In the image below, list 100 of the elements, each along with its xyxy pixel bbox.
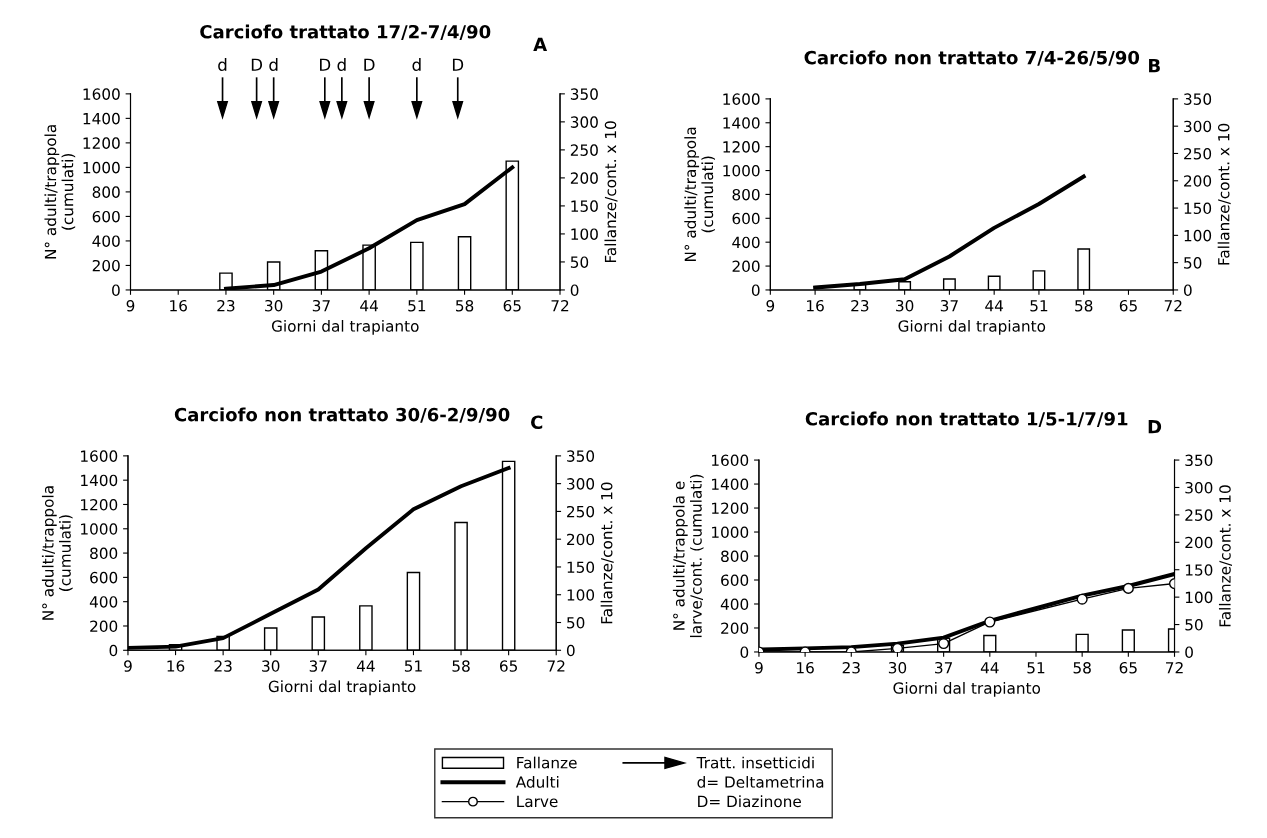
y2-tick-label: 0 [566,644,575,657]
y-tick-label: 1400 [723,117,760,129]
ref-line-label: d [412,58,421,72]
x-tick-label: 65 [499,660,518,672]
text: B [1149,59,1160,73]
y2-tick-label: 350 [1185,454,1213,467]
legend-label: Larve [517,795,558,808]
y2-axis-title: Fallanze/cont. x 10 [604,121,618,263]
y-tick-label: 0 [751,284,760,296]
x-tick-label: 65 [1119,299,1137,312]
x-axis-title: Giorni dal trapianto [893,682,1041,697]
ref-line-label: D [320,58,331,71]
y-tick-label: 1200 [81,498,118,511]
y2-tick-label: 100 [567,589,595,601]
x-tick-label: 9 [766,299,775,312]
chart-title: Carciofo non trattato 7/4-26/5/90 [804,50,1140,66]
y-tick-label: 800 [721,550,749,563]
y-axis-title: N° adulti/trappola (cumulati) [44,125,76,259]
text: D [1148,420,1162,434]
y2-tick-label: 350 [1184,93,1212,105]
y-tick-label: 0 [740,646,749,658]
x-tick-label: 16 [167,660,185,672]
y2-tick-label: 250 [567,505,595,518]
y2-tick-label: 50 [570,256,589,268]
y-tick-label: 800 [90,547,118,560]
x-tick-label: 37 [309,660,327,672]
y2-tick-label: 250 [1184,147,1212,160]
x-tick-label: 51 [1030,300,1048,312]
y-tick-label: 1600 [83,88,120,100]
x-tick-label: 58 [1073,661,1091,674]
chart-title: Carciofo non trattato 30/6-2/9/90 [174,407,510,423]
y2-axis-title: Fallanze/cont. x 10 [1217,123,1231,265]
y-tick-label: 400 [732,236,760,249]
y2-tick-label: 300 [570,116,598,128]
x-tick-label: 23 [217,299,235,312]
x-tick-label: 30 [888,661,907,674]
y-tick-label: 600 [732,212,760,225]
ref-line-label: d [269,58,278,72]
y-tick-label: 1400 [712,478,749,491]
y2-tick-label: 100 [1185,591,1213,604]
x-tick-label: 72 [1166,661,1183,674]
y-axis-title: N° adulti/trappola e larve/cont. (cumulati) [672,474,704,638]
x-tick-label: 23 [214,660,232,672]
text: C [531,415,543,430]
x-tick-label: 58 [452,660,470,672]
y-tick-label: 1200 [723,141,760,153]
x-tick-label: 72 [547,660,565,672]
y2-tick-label: 150 [567,561,595,573]
y-tick-label: 1000 [712,526,749,539]
x-tick-label: 9 [126,299,135,312]
y-tick-label: 1200 [712,502,749,515]
x-axis-title: Giorni dal trapianto [271,320,419,335]
x-tick-label: 30 [262,660,280,672]
y2-tick-label: 250 [1185,509,1213,521]
x-tick-label: 37 [940,299,958,312]
y-tick-label: 1000 [723,165,760,177]
y-tick-label: 1400 [83,112,120,125]
ref-line-label: d [218,58,227,72]
x-tick-label: 44 [360,300,378,312]
y2-tick-label: 300 [1185,481,1213,494]
x-tick-label: 58 [1075,299,1093,312]
y2-tick-label: 200 [567,533,595,546]
x-tick-label: 23 [842,661,860,674]
x-tick-label: 44 [356,660,375,672]
text: D= Diazinone [698,795,801,808]
y-tick-label: 600 [92,210,120,223]
y-tick-label: 1600 [712,454,749,467]
y-tick-label: 1600 [723,93,760,105]
y-tick-label: 400 [720,598,749,611]
y2-tick-label: 200 [1184,175,1212,187]
y2-tick-label: 350 [567,450,595,462]
y2-tick-label: 50 [567,616,585,629]
y-axis-title: N° adulti/trappola (cumulati) [41,486,73,620]
ref-line-label: D [364,58,375,71]
ref-line-label: d [337,58,346,72]
y-tick-label: 1200 [83,137,120,149]
y-tick-label: 400 [89,596,118,608]
x-tick-label: 44 [980,662,999,674]
y-tick-label: 1600 [81,450,118,462]
x-tick-label: 65 [1119,661,1137,674]
y-tick-label: 0 [112,284,120,296]
y-tick-label: 200 [90,620,118,633]
y2-tick-label: 50 [1185,619,1203,631]
y-tick-label: 1000 [83,161,120,174]
y2-tick-label: 200 [1185,536,1213,549]
legend-label: Fallanze [517,756,577,769]
y2-tick-label: 300 [1184,120,1212,133]
text: A [533,37,548,51]
y-tick-label: 800 [732,188,760,201]
y-tick-label: 600 [721,574,749,587]
x-tick-label: 72 [1164,299,1182,312]
x-tick-label: 23 [851,299,869,312]
y-tick-label: 400 [92,235,120,247]
y2-tick-label: 100 [571,228,598,240]
legend-label: Adulti [515,776,559,788]
y-tick-label: 200 [721,622,749,634]
x-tick-label: 51 [1027,662,1045,674]
x-tick-label: 9 [755,661,763,674]
x-tick-label: 72 [551,299,569,312]
y-tick-label: 600 [90,571,118,584]
